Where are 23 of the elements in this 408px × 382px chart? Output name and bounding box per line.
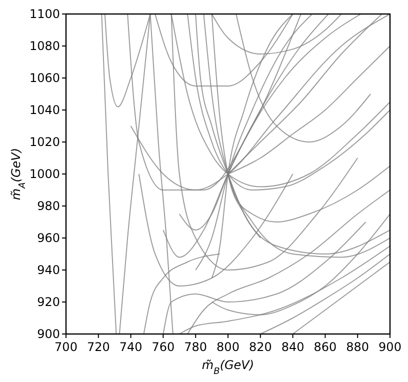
x-tick-label: 800: [216, 340, 240, 354]
x-tick-label: 700: [54, 340, 78, 354]
x-tick-label: 900: [378, 340, 402, 354]
x-tick-label: 860: [314, 340, 337, 354]
y-tick-label: 980: [37, 199, 60, 213]
y-tick-label: 960: [37, 231, 60, 245]
y-tick-label: 1000: [29, 167, 60, 181]
x-tick-label: 760: [152, 340, 175, 354]
x-axis-title: m̃$_{B}$(GeV): [202, 358, 254, 377]
x-tick-label: 720: [86, 340, 110, 354]
x-tick-label: 840: [281, 340, 304, 354]
y-tick-label: 900: [37, 327, 60, 341]
x-tick-label: 880: [346, 340, 370, 354]
y-tick-label: 920: [37, 295, 60, 309]
y-tick-label: 1060: [29, 71, 60, 85]
y-tick-label: 1020: [29, 135, 60, 149]
x-tick-label: 820: [248, 340, 272, 354]
y-tick-label: 1080: [29, 39, 60, 53]
y-tick-label: 940: [37, 263, 60, 277]
x-tick-label: 740: [119, 340, 142, 354]
x-tick-label: 780: [184, 340, 208, 354]
y-tick-label: 1040: [29, 103, 60, 117]
y-tick-label: 1100: [29, 7, 60, 21]
